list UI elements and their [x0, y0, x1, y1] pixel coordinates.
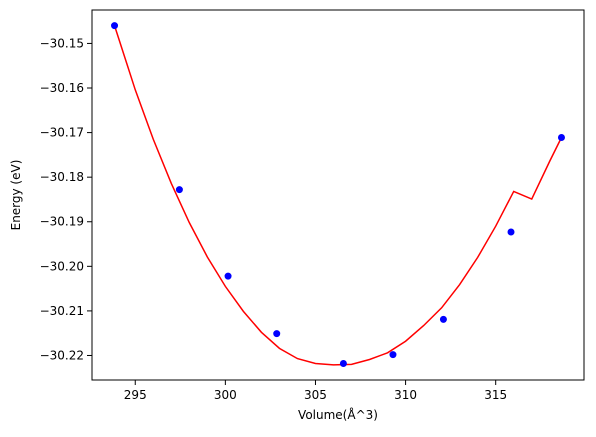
y-tick-label: −30.22	[40, 348, 84, 362]
data-point	[224, 272, 232, 280]
data-point	[507, 228, 515, 236]
y-tick-label: −30.19	[40, 215, 84, 229]
plot-frame	[91, 9, 585, 381]
data-point	[557, 133, 565, 141]
y-tick-label: −30.20	[40, 259, 84, 273]
x-tick-label: 315	[484, 388, 507, 402]
x-tick-label: 295	[124, 388, 147, 402]
data-point	[273, 330, 281, 338]
data-point	[439, 315, 447, 323]
data-point	[389, 351, 397, 359]
plot-content	[111, 22, 565, 368]
data-point	[111, 22, 119, 30]
y-tick-label: −30.21	[40, 304, 84, 318]
y-axis-label: Energy (eV)	[9, 160, 23, 231]
fit-curve-line	[113, 25, 563, 366]
y-tick-label: −30.18	[40, 170, 84, 184]
data-point	[175, 186, 183, 194]
x-axis-label: Volume(Å^3)	[298, 407, 378, 422]
data-point	[339, 360, 347, 368]
x-tick-label: 310	[394, 388, 417, 402]
y-tick-label: −30.17	[40, 126, 84, 140]
x-tick-label: 300	[214, 388, 237, 402]
y-tick-label: −30.15	[40, 36, 84, 50]
y-axis: −30.15 −30.16 −30.17 −30.18 −30.19 −30.20 −30.…	[40, 36, 92, 362]
y-tick-label: −30.16	[40, 81, 84, 95]
x-tick-label: 305	[304, 388, 327, 402]
x-axis: 295 300 305 310 315	[124, 380, 507, 402]
